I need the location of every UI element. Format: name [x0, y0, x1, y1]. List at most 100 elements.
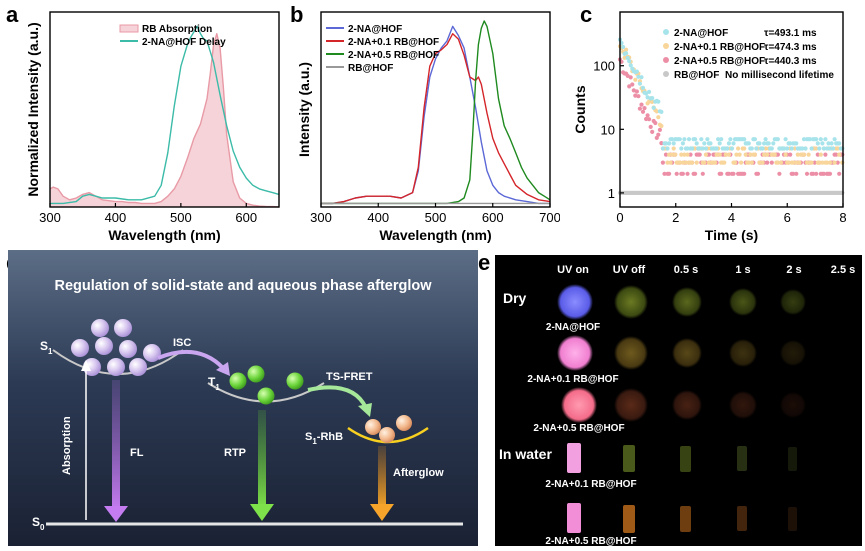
- sample-label-3: 2-NA+0.5 RB@HOF: [533, 423, 624, 434]
- col-uv-off: UV off: [613, 264, 646, 276]
- data-point: [686, 137, 692, 142]
- legend-label: 2-NA+0.1 RB@HOF: [674, 42, 765, 53]
- data-point: [731, 141, 736, 146]
- lifetime-annotation: No millisecond lifetime: [725, 70, 834, 81]
- data-point: [732, 160, 738, 165]
- data-point: [697, 146, 702, 151]
- data-point: [660, 146, 665, 151]
- y-axis-label: Normalized Intensity (a.u.): [25, 22, 41, 196]
- data-point: [820, 141, 825, 146]
- data-point: [717, 152, 722, 157]
- data-point: [656, 132, 661, 137]
- data-point: [804, 160, 810, 165]
- legend-label: RB Absorption: [142, 24, 212, 35]
- data-point: [815, 141, 820, 146]
- fl-label: FL: [130, 447, 144, 459]
- data-point: [808, 137, 813, 142]
- lifetime-annotation: τ=440.3 ms: [764, 56, 817, 67]
- data-point: [729, 146, 734, 151]
- data-point: [814, 137, 819, 142]
- data-point: [648, 124, 653, 129]
- data-point: [734, 152, 739, 157]
- data-point: [722, 160, 727, 165]
- data-point: [794, 171, 799, 176]
- fl-arrow: [112, 380, 120, 510]
- data-point: [637, 106, 642, 111]
- data-point: [716, 137, 721, 142]
- x-tick-label: 4: [728, 210, 735, 225]
- data-point: [667, 171, 672, 176]
- data-point: [682, 152, 687, 157]
- data-point: [840, 190, 845, 195]
- data-point: [777, 171, 782, 176]
- data-point: [824, 160, 830, 165]
- data-point: [837, 152, 842, 157]
- water-label: In water: [499, 446, 552, 462]
- data-point: [647, 89, 652, 94]
- data-point: [748, 152, 753, 157]
- data-point: [663, 141, 669, 146]
- data-point: [660, 160, 665, 165]
- afterglow-label: Afterglow: [393, 467, 444, 479]
- legend-label: RB@HOF: [674, 70, 719, 81]
- data-point: [760, 160, 765, 165]
- series-line-1: [50, 25, 280, 205]
- data-point: [757, 141, 762, 146]
- data-point: [633, 77, 638, 82]
- data-point: [680, 141, 685, 146]
- chart-a: 300 400 500 600 Wavelength (nm) Normalized In…: [25, 11, 280, 243]
- data-point: [713, 160, 718, 165]
- data-point: [683, 160, 688, 165]
- data-point: [677, 137, 682, 142]
- legend-label: 2-NA+0.1 RB@HOF: [348, 37, 439, 48]
- data-point: [785, 146, 790, 151]
- chart-b: 300 400 500 600 700 Wavelength (nm) Intensity …: [296, 11, 560, 243]
- data-point: [752, 137, 757, 142]
- data-point: [820, 160, 825, 165]
- series-line-0: [49, 33, 280, 208]
- data-point: [654, 109, 659, 114]
- data-point: [766, 141, 771, 146]
- data-point: [624, 51, 629, 56]
- data-point: [656, 115, 661, 120]
- data-point: [783, 137, 788, 142]
- data-point: [746, 141, 751, 146]
- data-point: [663, 152, 669, 157]
- data-point: [804, 171, 810, 176]
- data-point: [665, 146, 670, 151]
- col-uv-on: UV on: [557, 264, 589, 276]
- data-point: [665, 160, 670, 165]
- data-point: [627, 59, 632, 64]
- data-point: [815, 152, 820, 157]
- data-point: [823, 137, 828, 142]
- x-tick-label: 600: [482, 210, 504, 225]
- data-point: [762, 141, 767, 146]
- data-point: [647, 99, 652, 104]
- data-point: [673, 152, 678, 157]
- sample-label-2: 2-NA+0.1 RB@HOF: [527, 374, 618, 385]
- data-point: [627, 84, 632, 89]
- data-point: [725, 146, 730, 151]
- series-points-3: [617, 190, 845, 195]
- row-05rb-hof: [561, 387, 806, 423]
- data-point: [693, 171, 698, 176]
- data-point: [742, 171, 747, 176]
- data-point: [702, 141, 707, 146]
- data-point: [700, 146, 705, 151]
- data-point: [726, 152, 731, 157]
- data-point: [791, 160, 796, 165]
- x-tick-label: 400: [105, 210, 127, 225]
- row-01rb-hof: [557, 335, 806, 371]
- data-point: [778, 160, 784, 165]
- data-point: [693, 146, 698, 151]
- series-line-2: [321, 20, 551, 205]
- data-point: [679, 146, 684, 151]
- data-point: [789, 146, 794, 151]
- data-point: [717, 141, 722, 146]
- x-tick-label: 300: [310, 210, 332, 225]
- data-point: [781, 146, 787, 151]
- t1-label: T1: [208, 375, 220, 392]
- series-area-0: [50, 33, 279, 208]
- plot-frame: [49, 11, 280, 208]
- data-point: [688, 152, 693, 157]
